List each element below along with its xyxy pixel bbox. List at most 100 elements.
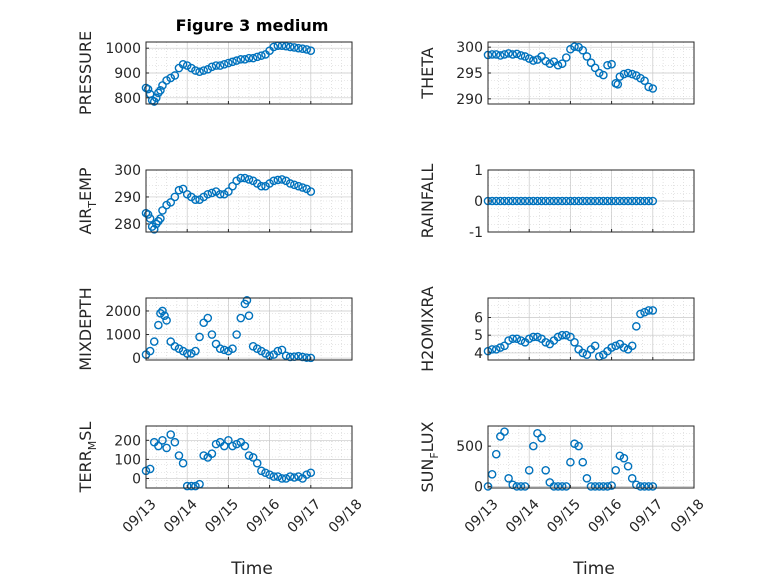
data-point — [158, 436, 167, 445]
y-tick-label: 1 — [474, 163, 483, 179]
data-point — [524, 196, 534, 206]
data-point — [219, 60, 229, 69]
data-point — [566, 196, 575, 206]
data-point — [143, 84, 153, 94]
data-point — [228, 441, 237, 451]
data-point — [277, 474, 287, 483]
data-point — [257, 181, 266, 191]
y-tick-label: 300 — [114, 163, 141, 179]
data-point — [508, 334, 518, 344]
data-point — [306, 187, 316, 196]
y-tick-label: 290 — [114, 190, 141, 206]
subplot-mixdepth: 0 1000 2000 MIXDEPTH — [76, 287, 353, 371]
data-point — [182, 481, 192, 491]
data-point — [561, 330, 571, 340]
y-tick-label: 500 — [456, 439, 483, 455]
data-point — [285, 179, 295, 188]
axes-box — [145, 169, 353, 233]
data-point — [500, 196, 509, 206]
data-point — [215, 61, 225, 70]
data-point — [508, 196, 518, 206]
data-point — [257, 466, 266, 476]
data-point — [240, 441, 250, 451]
data-point — [529, 56, 538, 65]
data-point — [187, 349, 196, 358]
data-point — [607, 59, 616, 69]
subplot-theta: 290 295 300 THETA — [418, 40, 695, 108]
data-point — [195, 332, 204, 342]
y-tick-label: 1000 — [105, 41, 141, 57]
y-tick-label: 0 — [132, 351, 141, 367]
data-point — [252, 458, 262, 468]
data-point — [644, 196, 653, 206]
data-point — [640, 482, 649, 491]
data-point — [594, 68, 604, 78]
data-point — [545, 59, 555, 69]
data-point — [640, 307, 649, 317]
data-point — [215, 189, 225, 199]
data-point — [240, 173, 250, 183]
data-point — [504, 474, 513, 483]
data-point — [516, 336, 526, 345]
data-point — [574, 441, 583, 451]
data-point — [520, 196, 530, 206]
data-point — [248, 453, 258, 462]
data-point — [632, 322, 641, 331]
data-point — [512, 334, 522, 344]
y-axis-label: THETA — [418, 47, 437, 99]
data-point — [151, 93, 161, 103]
data-point — [557, 196, 567, 206]
data-point — [570, 196, 579, 206]
data-point — [566, 332, 575, 342]
data-point — [290, 43, 299, 52]
data-point — [619, 196, 629, 206]
data-point — [487, 50, 497, 59]
data-point — [636, 196, 645, 206]
data-point — [203, 313, 213, 323]
data-point — [500, 341, 509, 351]
y-axis-label: AIRTEMP — [76, 167, 99, 234]
data-point — [232, 439, 241, 449]
data-point — [269, 472, 279, 481]
figure-title: Figure 3 medium — [176, 16, 329, 35]
data-point — [533, 332, 542, 342]
data-point — [281, 41, 291, 51]
data-point — [582, 52, 592, 61]
data-point — [294, 472, 303, 481]
data-point — [236, 313, 246, 323]
data-point — [524, 54, 534, 63]
data-point — [236, 173, 246, 183]
data-point — [166, 430, 176, 439]
y-axis-label: SUNFLUX — [418, 421, 441, 492]
x-tick-label: 09/18 — [326, 496, 366, 536]
data-point — [578, 196, 588, 206]
data-point — [566, 457, 575, 467]
y-tick-label: -1 — [469, 225, 483, 241]
data-point — [306, 468, 316, 478]
data-point — [232, 56, 241, 65]
data-point — [586, 482, 596, 491]
data-point — [178, 346, 188, 356]
data-point — [265, 470, 274, 479]
data-point — [570, 337, 579, 347]
data-point — [570, 42, 579, 51]
data-point — [156, 309, 165, 318]
data-point — [156, 86, 165, 95]
data-point — [158, 306, 167, 316]
data-point — [578, 45, 588, 55]
data-point — [174, 451, 184, 460]
data-point — [529, 196, 538, 206]
data-point — [644, 82, 653, 92]
data-point — [240, 55, 250, 64]
data-point — [219, 345, 229, 355]
data-point — [627, 341, 637, 351]
data-point — [557, 482, 567, 491]
x-tick-label: 09/17 — [627, 496, 667, 536]
data-point — [648, 482, 658, 491]
data-point — [191, 66, 200, 75]
data-point — [277, 175, 287, 184]
data-point — [277, 345, 287, 355]
data-point — [561, 53, 571, 62]
data-point — [648, 84, 658, 93]
